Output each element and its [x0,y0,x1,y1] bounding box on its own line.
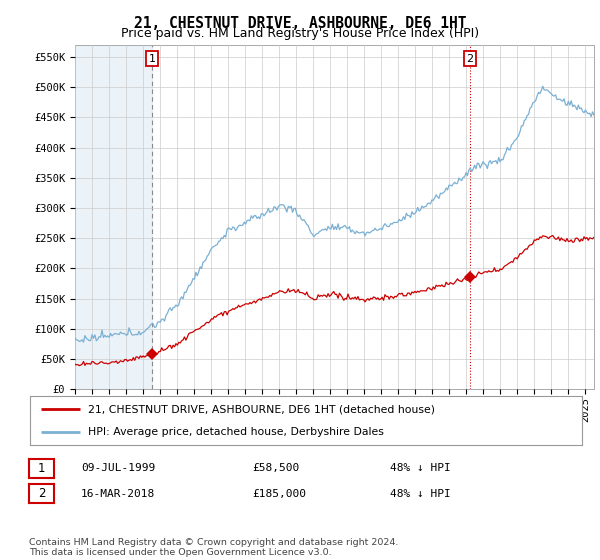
Text: 48% ↓ HPI: 48% ↓ HPI [390,489,451,499]
Text: 16-MAR-2018: 16-MAR-2018 [81,489,155,499]
Text: £58,500: £58,500 [252,463,299,473]
Text: Contains HM Land Registry data © Crown copyright and database right 2024.
This d: Contains HM Land Registry data © Crown c… [29,538,398,557]
Text: 21, CHESTNUT DRIVE, ASHBOURNE, DE6 1HT: 21, CHESTNUT DRIVE, ASHBOURNE, DE6 1HT [134,16,466,31]
Text: 1: 1 [148,54,155,64]
Text: 48% ↓ HPI: 48% ↓ HPI [390,463,451,473]
Text: 09-JUL-1999: 09-JUL-1999 [81,463,155,473]
Text: Price paid vs. HM Land Registry's House Price Index (HPI): Price paid vs. HM Land Registry's House … [121,27,479,40]
Bar [75,45,152,389]
Text: 2: 2 [38,487,45,501]
Text: 2: 2 [466,54,473,64]
Text: HPI: Average price, detached house, Derbyshire Dales: HPI: Average price, detached house, Derb… [88,427,384,437]
Text: 21, CHESTNUT DRIVE, ASHBOURNE, DE6 1HT (detached house): 21, CHESTNUT DRIVE, ASHBOURNE, DE6 1HT (… [88,404,435,414]
Text: £185,000: £185,000 [252,489,306,499]
Text: 1: 1 [38,461,45,475]
